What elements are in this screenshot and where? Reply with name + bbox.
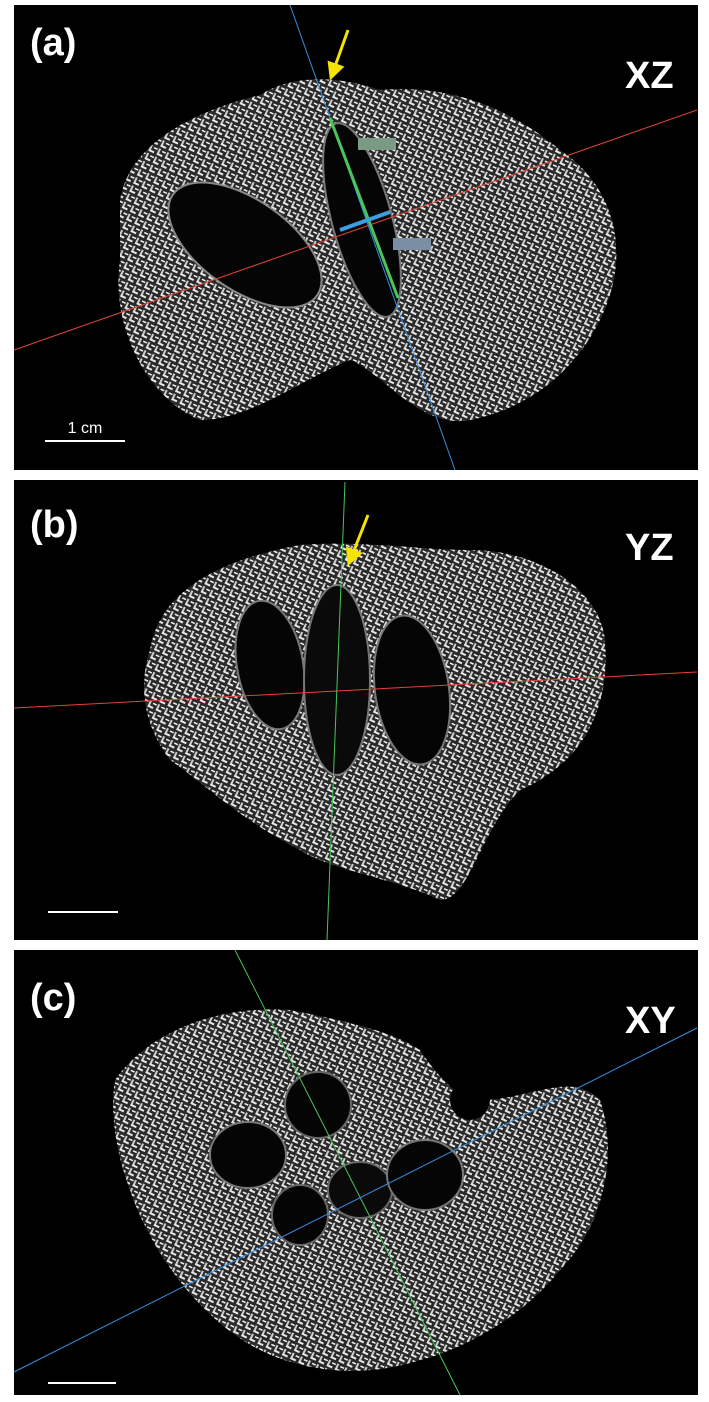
notch <box>450 1080 490 1120</box>
panel-b: (b) YZ <box>14 480 698 940</box>
panel-a: (a) XZ 1 cm <box>14 5 698 470</box>
cavity <box>272 1185 328 1245</box>
panel-label: (a) <box>30 22 76 64</box>
measure-tag <box>358 138 396 150</box>
plane-label: XY <box>625 1000 676 1042</box>
scale-label: 1 cm <box>68 420 103 437</box>
cavity <box>210 1122 286 1188</box>
cavity <box>285 1072 351 1138</box>
panel-c: (c) XY <box>14 950 698 1395</box>
panel-label: (c) <box>30 977 76 1019</box>
plane-label: YZ <box>625 527 674 569</box>
cavity <box>387 1140 463 1210</box>
plane-label: XZ <box>625 55 674 97</box>
figure: (a) XZ 1 cm (b) YZ (c) XY <box>0 0 709 1402</box>
cavity <box>328 1162 392 1218</box>
measure-tag <box>393 238 431 250</box>
panel-label: (b) <box>30 504 79 546</box>
